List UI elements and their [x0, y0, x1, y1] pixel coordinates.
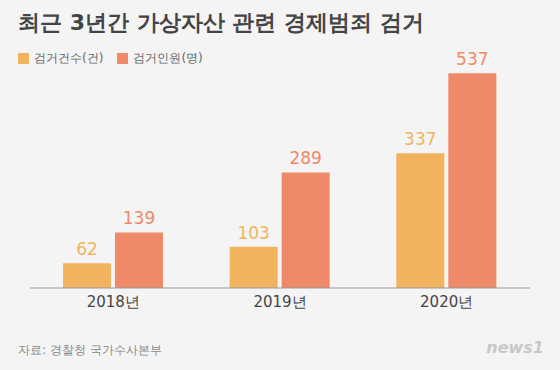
- svg-text:2020년: 2020년: [420, 293, 473, 311]
- svg-text:103: 103: [237, 223, 269, 243]
- svg-text:337: 337: [404, 129, 436, 149]
- svg-text:139: 139: [123, 208, 155, 228]
- svg-text:289: 289: [289, 148, 321, 168]
- html-text:검거인원(명): 검거인원(명): [133, 51, 203, 65]
- html-text:자료: 경찰청 국가수사본부: 자료: 경찰청 국가수사본부: [18, 343, 162, 357]
- svg-text:62: 62: [76, 239, 98, 259]
- svg-text:2018년: 2018년: [87, 293, 140, 311]
- svg-text:537: 537: [456, 49, 488, 69]
- html-text:news1: news1: [486, 338, 544, 357]
- svg-text:2019년: 2019년: [253, 293, 306, 311]
- html-text:검거건수(건): 검거건수(건): [34, 51, 104, 65]
- html-text:최근 3년간 가상자산 관련 경제범죄 검거: 최근 3년간 가상자산 관련 경제범죄 검거: [18, 10, 424, 35]
